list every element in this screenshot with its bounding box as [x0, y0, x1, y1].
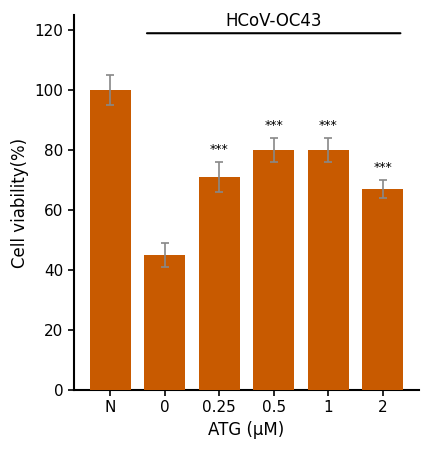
Bar	[144, 255, 185, 390]
Text: ***: ***	[319, 119, 338, 132]
Text: ***: ***	[373, 161, 392, 174]
Bar	[362, 189, 403, 390]
Bar	[308, 150, 349, 390]
Y-axis label: Cell viability(%): Cell viability(%)	[11, 138, 29, 268]
Bar	[253, 150, 294, 390]
Text: HCoV-OC43: HCoV-OC43	[225, 12, 322, 30]
Text: ***: ***	[264, 119, 283, 132]
Bar	[199, 177, 240, 390]
Bar	[89, 90, 131, 390]
Text: ***: ***	[210, 143, 228, 156]
X-axis label: ATG (μM): ATG (μM)	[208, 421, 285, 439]
